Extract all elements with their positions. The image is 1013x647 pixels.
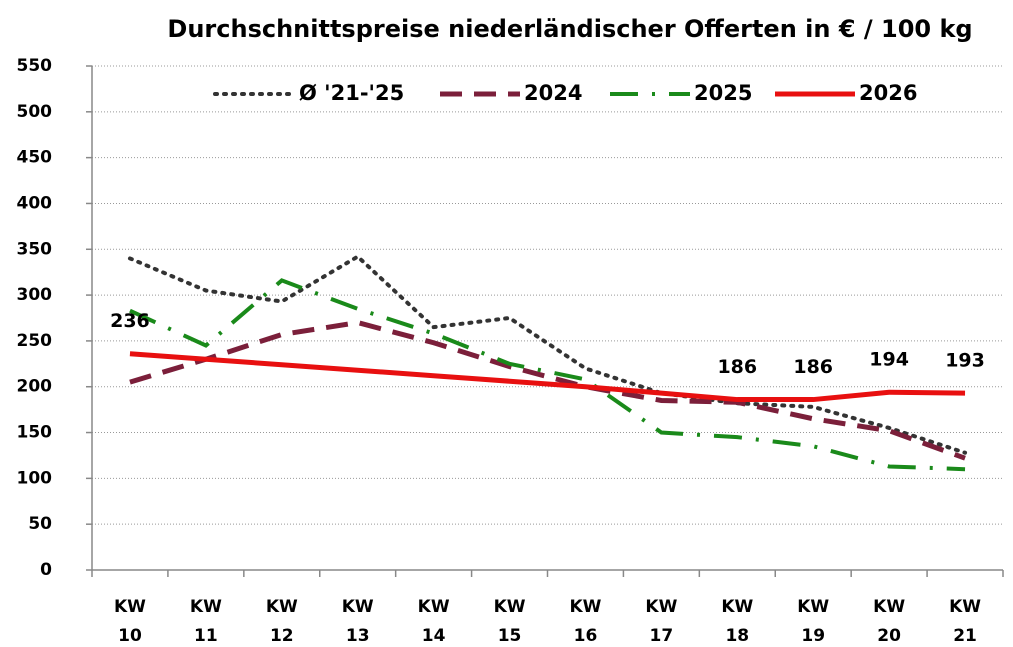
y-tick-label: 500 bbox=[17, 102, 53, 122]
y-tick-label: 400 bbox=[17, 193, 53, 213]
y-tick-label: 300 bbox=[17, 285, 53, 305]
x-tick-label: KW 17 bbox=[645, 597, 677, 646]
data-label: 186 bbox=[717, 356, 757, 378]
chart-title: Durchschnittspreise niederländischer Off… bbox=[167, 15, 972, 43]
y-tick-label: 100 bbox=[17, 468, 53, 488]
y-tick-label: 150 bbox=[17, 423, 53, 443]
series-line bbox=[129, 351, 966, 403]
y-tick-label: 550 bbox=[17, 56, 53, 76]
x-tick-label: KW 15 bbox=[494, 597, 526, 646]
x-tick-label: KW 19 bbox=[797, 597, 829, 646]
x-tick-label: KW 20 bbox=[873, 597, 905, 646]
legend-label: 2025 bbox=[694, 81, 752, 105]
x-tick-label: KW 10 bbox=[114, 597, 146, 646]
legend-label: 2026 bbox=[859, 81, 917, 105]
x-tick-label: KW 12 bbox=[266, 597, 298, 646]
series-line bbox=[129, 320, 966, 461]
y-tick-label: 200 bbox=[17, 377, 53, 397]
data-label: 194 bbox=[869, 349, 909, 371]
x-tick-label: KW 16 bbox=[569, 597, 601, 646]
data-label: 186 bbox=[793, 356, 833, 378]
y-tick-label: 250 bbox=[17, 331, 53, 351]
x-tick-label: KW 11 bbox=[190, 597, 222, 646]
legend-label: 2024 bbox=[524, 81, 582, 105]
data-label: 236 bbox=[110, 310, 150, 332]
legend-label: Ø '21-'25 bbox=[299, 81, 404, 105]
y-tick-label: 0 bbox=[40, 560, 52, 580]
series-line bbox=[127, 254, 968, 455]
data-label: 193 bbox=[945, 350, 985, 372]
x-tick-label: KW 13 bbox=[342, 597, 374, 646]
y-tick-label: 450 bbox=[17, 148, 53, 168]
x-tick-label: KW 18 bbox=[721, 597, 753, 646]
x-tick-label: KW 14 bbox=[418, 597, 450, 646]
x-tick-label: KW 21 bbox=[949, 597, 981, 646]
y-tick-label: 350 bbox=[17, 239, 53, 259]
series-line bbox=[129, 278, 966, 472]
y-tick-label: 50 bbox=[28, 514, 52, 534]
